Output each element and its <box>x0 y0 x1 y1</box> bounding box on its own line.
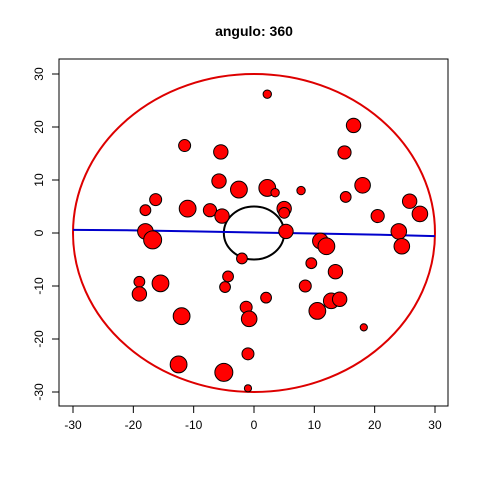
data-point <box>219 281 231 293</box>
data-point <box>298 279 312 293</box>
y-tick-label: 30 <box>32 67 46 81</box>
y-tick-label: -30 <box>32 383 46 401</box>
data-point <box>278 206 291 219</box>
data-point <box>327 263 344 280</box>
y-tick-label: -20 <box>32 330 46 348</box>
data-point <box>401 193 418 209</box>
data-point <box>131 286 148 302</box>
data-point <box>178 139 192 153</box>
data-point <box>211 173 227 189</box>
data-point <box>339 191 352 203</box>
data-point <box>213 144 229 160</box>
data-point <box>222 270 234 283</box>
data-point <box>133 275 146 288</box>
y-tick-label: 10 <box>32 173 46 187</box>
x-axis: -30 -20 -10 0 10 20 30 <box>64 405 442 432</box>
y-tick-label: -10 <box>32 277 46 295</box>
data-point <box>411 205 429 223</box>
data-point <box>214 208 230 224</box>
data-point <box>139 204 152 217</box>
x-tick-label: -30 <box>64 418 82 432</box>
data-point <box>296 185 306 196</box>
x-tick-label: 0 <box>251 418 258 432</box>
plot-area <box>72 73 436 393</box>
x-tick-label: 10 <box>308 418 322 432</box>
data-point <box>143 230 163 250</box>
data-point <box>241 347 255 361</box>
data-point <box>390 223 408 240</box>
data-point <box>305 257 318 270</box>
data-point <box>331 291 348 307</box>
data-point <box>308 302 327 320</box>
x-tick-label: -20 <box>125 418 143 432</box>
data-point <box>240 310 258 328</box>
data-point <box>354 177 371 194</box>
data-point <box>172 307 191 326</box>
y-axis: -30 -20 -10 0 10 20 30 <box>32 67 60 401</box>
y-tick-label: 20 <box>32 120 46 134</box>
x-tick-label: 30 <box>428 418 442 432</box>
data-point <box>178 199 197 218</box>
y-tick-label: 0 <box>32 229 46 236</box>
data-point <box>393 237 411 255</box>
x-tick-label: 20 <box>368 418 382 432</box>
data-point <box>278 223 294 240</box>
data-point <box>230 180 248 199</box>
data-point <box>345 117 362 134</box>
data-point <box>236 252 248 265</box>
points-layer <box>131 89 429 393</box>
data-point <box>359 323 368 332</box>
data-point <box>202 203 218 218</box>
data-point <box>260 291 272 304</box>
chart-title: angulo: 360 <box>215 23 293 39</box>
data-point <box>151 274 170 293</box>
data-point <box>337 145 352 160</box>
outer-circle <box>72 73 436 393</box>
data-point <box>270 188 280 198</box>
data-point <box>370 208 385 224</box>
data-point <box>243 384 253 393</box>
data-point <box>169 355 188 374</box>
trend-line <box>73 228 436 238</box>
x-tick-label: -10 <box>185 418 203 432</box>
data-point <box>262 89 272 99</box>
data-point <box>214 362 234 382</box>
data-point <box>149 193 163 207</box>
data-point <box>317 237 336 256</box>
